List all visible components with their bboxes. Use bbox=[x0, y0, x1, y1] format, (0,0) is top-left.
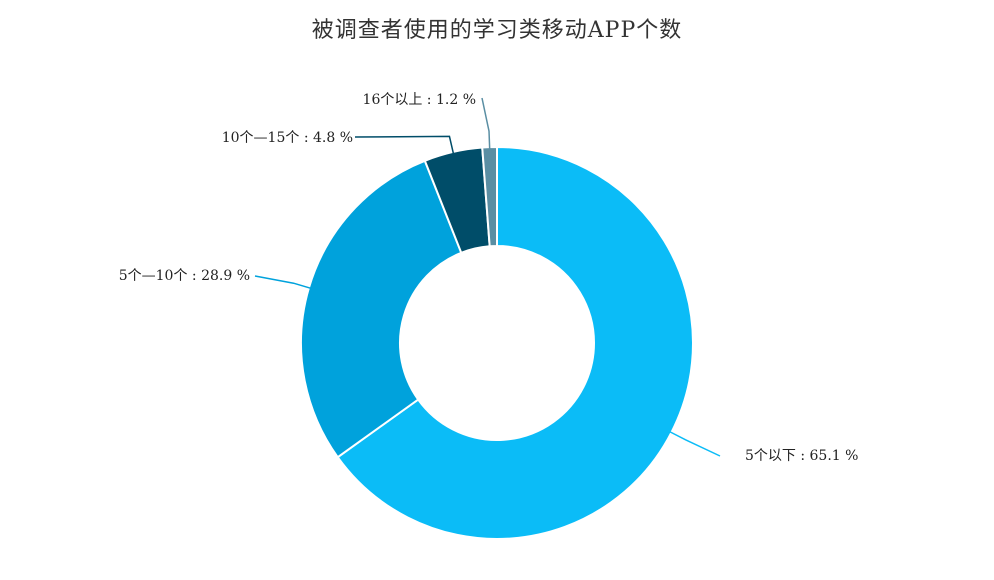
leader-line bbox=[669, 430, 721, 457]
leader-line bbox=[481, 97, 491, 150]
slice-label: 10个—15个 : 4.8 % bbox=[222, 130, 353, 146]
leader-lines bbox=[254, 97, 721, 457]
donut-slice bbox=[336, 145, 694, 540]
slice-labels: 5个以下 : 65.1 % 5个—10个 : 28.9 % 10个—15个 : 4.… bbox=[119, 92, 859, 464]
chart-title: 被调查者使用的学习类移动APP个数 bbox=[311, 18, 683, 43]
slice-label: 5个—10个 : 28.9 % bbox=[119, 268, 250, 284]
leader-line bbox=[254, 275, 312, 290]
donut-slice bbox=[481, 145, 498, 248]
donut-slices bbox=[300, 145, 694, 540]
donut-slice bbox=[300, 159, 463, 459]
leader-line bbox=[354, 135, 455, 155]
slice-label: 16个以上 : 1.2 % bbox=[363, 92, 476, 108]
slice-label: 5个以下 : 65.1 % bbox=[745, 448, 858, 464]
